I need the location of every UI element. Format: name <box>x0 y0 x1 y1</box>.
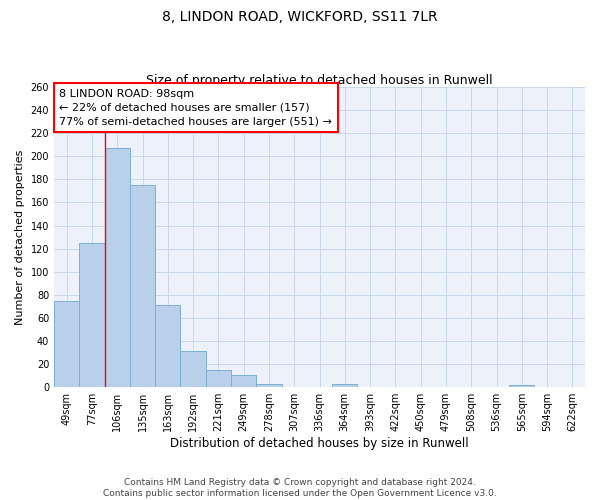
Bar <box>79 243 104 387</box>
Title: Size of property relative to detached houses in Runwell: Size of property relative to detached ho… <box>146 74 493 87</box>
Bar <box>509 385 535 387</box>
Bar <box>104 148 130 387</box>
Bar <box>54 300 79 387</box>
Bar <box>130 185 155 387</box>
Y-axis label: Number of detached properties: Number of detached properties <box>15 150 25 325</box>
Bar <box>332 384 358 387</box>
Text: 8, LINDON ROAD, WICKFORD, SS11 7LR: 8, LINDON ROAD, WICKFORD, SS11 7LR <box>162 10 438 24</box>
Bar <box>231 374 256 387</box>
Bar <box>155 305 181 387</box>
Bar <box>206 370 231 387</box>
Bar <box>181 352 206 387</box>
Text: 8 LINDON ROAD: 98sqm
← 22% of detached houses are smaller (157)
77% of semi-deta: 8 LINDON ROAD: 98sqm ← 22% of detached h… <box>59 88 332 126</box>
Text: Contains HM Land Registry data © Crown copyright and database right 2024.
Contai: Contains HM Land Registry data © Crown c… <box>103 478 497 498</box>
Bar <box>256 384 281 387</box>
X-axis label: Distribution of detached houses by size in Runwell: Distribution of detached houses by size … <box>170 437 469 450</box>
